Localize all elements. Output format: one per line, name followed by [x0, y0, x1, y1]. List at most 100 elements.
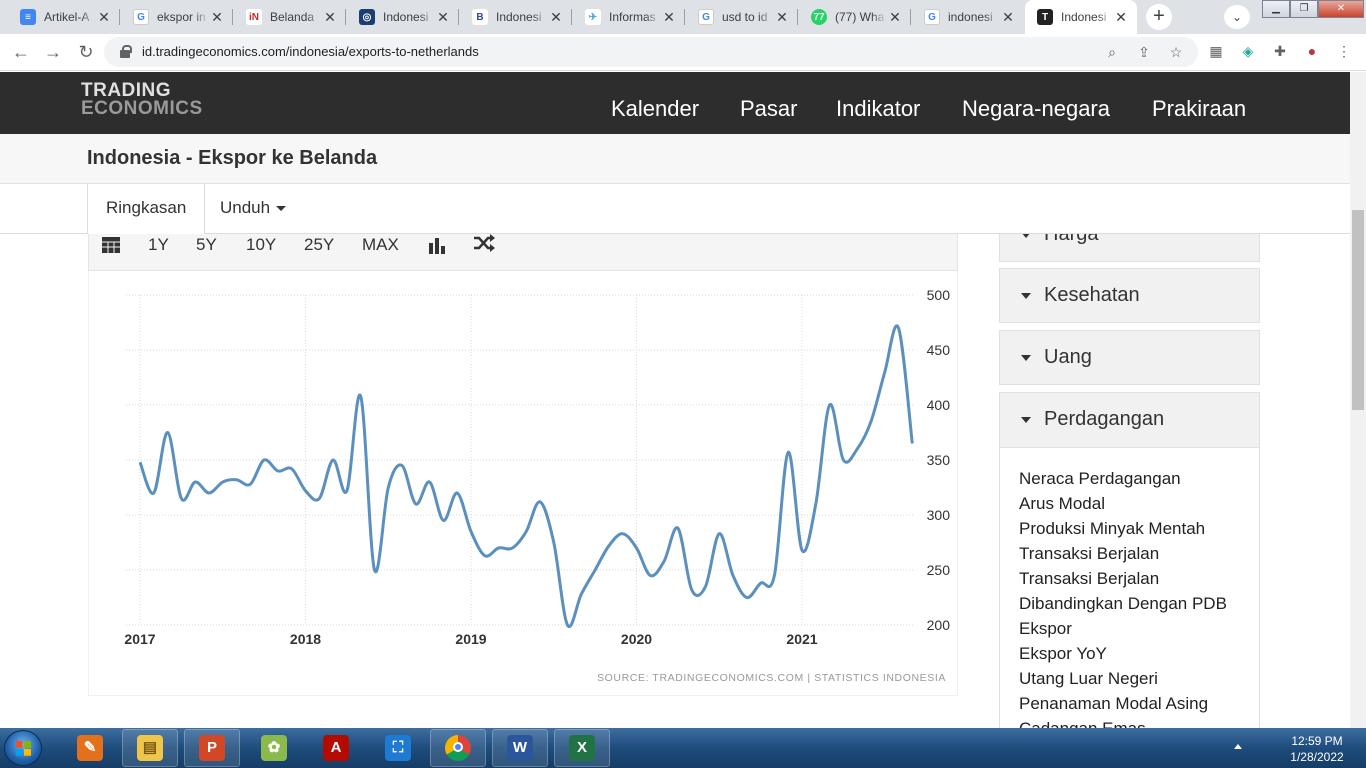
close-tab-icon[interactable]: ✕: [324, 8, 336, 25]
compare-shuffle-icon[interactable]: [473, 234, 495, 257]
section-label: Perdagangan: [1044, 408, 1165, 430]
close-tab-icon[interactable]: ✕: [1002, 8, 1014, 25]
taskbar-app[interactable]: ⛶: [370, 729, 426, 767]
taskbar-app[interactable]: A: [308, 729, 364, 767]
taskbar-app[interactable]: W: [492, 729, 548, 767]
taskbar-app[interactable]: ▤: [122, 729, 178, 767]
taskbar-app[interactable]: P: [184, 729, 240, 767]
range-max-button[interactable]: MAX: [362, 235, 399, 254]
range-1y-button[interactable]: 1Y: [148, 235, 169, 254]
back-icon[interactable]: ←: [12, 42, 30, 62]
start-button[interactable]: [4, 730, 42, 766]
sidebar-section-perdagangan[interactable]: Perdagangan: [999, 392, 1260, 448]
caret-down-icon: [276, 206, 287, 212]
forward-icon[interactable]: →: [44, 42, 62, 62]
tab-title: Belanda: [270, 10, 315, 24]
taskbar-app[interactable]: ✿: [246, 729, 302, 767]
sidebar-section-uang[interactable]: Uang: [999, 330, 1260, 385]
title-bar: [0, 134, 1350, 184]
perdagangan-links-panel: [999, 448, 1260, 738]
link-utang-luar-negeri[interactable]: Utang Luar Negeri: [1019, 669, 1158, 688]
bookmark-star-icon[interactable]: ☆: [1169, 44, 1183, 60]
bar-chart-icon[interactable]: [428, 236, 446, 259]
tradingeconomics-icon: T: [1037, 9, 1053, 25]
close-tab-icon[interactable]: ✕: [1115, 8, 1127, 25]
extensions-puzzle-icon[interactable]: ✚: [1274, 43, 1286, 59]
browser-menu-icon[interactable]: ⋮: [1337, 43, 1351, 59]
close-tab-icon[interactable]: ✕: [211, 8, 223, 25]
link-produksi-minyak-mentah[interactable]: Produksi Minyak Mentah: [1019, 519, 1206, 538]
address-bar[interactable]: id.tradingeconomics.com/indonesia/export…: [104, 37, 1198, 67]
range-10y-button[interactable]: 10Y: [246, 235, 277, 254]
google-icon: G: [924, 9, 940, 25]
nav-negara-negara[interactable]: Negara-negara: [962, 96, 1110, 121]
minimize-button[interactable]: ▁: [1262, 0, 1290, 18]
browser-tab[interactable]: ≡ Artikel-A ✕: [8, 0, 120, 34]
close-tab-icon[interactable]: ✕: [98, 8, 110, 25]
browser-tab[interactable]: ◎ Indonesi ✕: [347, 0, 459, 34]
link-transaksi-berjalan[interactable]: Transaksi Berjalan: [1019, 544, 1160, 563]
idn-icon: iN: [246, 9, 262, 25]
site-logo[interactable]: TRADING ECONOMICS: [81, 81, 203, 118]
page-scrollbar[interactable]: [1350, 72, 1366, 728]
link-arus-modal[interactable]: Arus Modal: [1019, 494, 1105, 513]
link-ekspor-yoy[interactable]: Ekspor YoY: [1019, 644, 1107, 663]
range-25y-button[interactable]: 25Y: [304, 235, 335, 254]
browser-tab[interactable]: ✈ Informas ✕: [573, 0, 685, 34]
maximize-button[interactable]: ❐: [1290, 0, 1318, 18]
nav-indikator[interactable]: Indikator: [836, 96, 921, 121]
sidebar-section-kesehatan[interactable]: Kesehatan: [999, 268, 1260, 323]
tab-title: Artikel-A: [44, 10, 90, 24]
tab-title: indonesi: [948, 10, 993, 24]
clock-time: 12:59 PM: [1291, 734, 1343, 748]
nav-prakiraan[interactable]: Prakiraan: [1152, 96, 1247, 121]
show-hidden-icons-icon[interactable]: [1234, 744, 1242, 749]
close-tab-icon[interactable]: ✕: [663, 8, 675, 25]
profile-icon[interactable]: ●: [1307, 43, 1317, 59]
browser-tab[interactable]: B Indonesi ✕: [460, 0, 572, 34]
browser-tab[interactable]: G indonesi ✕: [912, 0, 1024, 34]
link-ekspor[interactable]: Ekspor: [1019, 619, 1072, 638]
zoom-icon[interactable]: ⌕: [1108, 44, 1116, 60]
taskbar-app[interactable]: [430, 729, 486, 767]
range-5y-button[interactable]: 5Y: [196, 235, 217, 254]
link-neraca-perdagangan[interactable]: Neraca Perdagangan: [1019, 469, 1181, 488]
nav-pasar[interactable]: Pasar: [740, 96, 798, 121]
taskbar-clock[interactable]: 12:59 PM 1/28/2022: [1282, 733, 1352, 765]
y-axis: 500 450 400 350 300 250 200: [927, 287, 951, 633]
browser-tab-active[interactable]: T Indonesi ✕: [1025, 0, 1137, 34]
browser-tab[interactable]: G ekspor in ✕: [121, 0, 233, 34]
taskbar-app[interactable]: X: [554, 729, 610, 767]
link-dibandingkan-dengan-pdb[interactable]: Dibandingkan Dengan PDB: [1019, 594, 1227, 613]
link-transaksi-berjalan-2[interactable]: Transaksi Berjalan: [1019, 569, 1160, 588]
table-view-icon[interactable]: [102, 237, 120, 258]
close-window-button[interactable]: ✕: [1318, 0, 1364, 18]
x-tick-label: 2018: [290, 631, 321, 647]
taskbar-app[interactable]: ✎: [62, 729, 118, 767]
qr-code-icon[interactable]: ▦: [1209, 43, 1223, 59]
screenshot-tool-icon: ⛶: [385, 735, 411, 761]
close-tab-icon[interactable]: ✕: [550, 8, 562, 25]
reload-icon[interactable]: ↻: [78, 42, 94, 62]
scrollbar-thumb[interactable]: [1352, 210, 1364, 410]
close-tab-icon[interactable]: ✕: [437, 8, 449, 25]
browser-tab[interactable]: G usd to id ✕: [686, 0, 798, 34]
new-tab-button[interactable]: +: [1146, 4, 1172, 30]
share-icon[interactable]: ⇪: [1138, 44, 1150, 60]
link-penanaman-modal-asing[interactable]: Penanaman Modal Asing: [1019, 694, 1209, 713]
close-tab-icon[interactable]: ✕: [889, 8, 901, 25]
y-tick-label: 300: [927, 507, 951, 523]
google-icon: G: [133, 9, 149, 25]
browser-tab[interactable]: 77 (77) Wha ✕: [799, 0, 911, 34]
tab-unduh[interactable]: Unduh: [202, 184, 304, 234]
tab-search-icon[interactable]: ⌄: [1224, 5, 1250, 29]
tab-title: usd to id: [722, 10, 768, 24]
extension-clip-icon[interactable]: ◈: [1242, 43, 1254, 59]
browser-tab[interactable]: iN Belanda ✕: [234, 0, 346, 34]
nav-kalender[interactable]: Kalender: [611, 96, 700, 121]
close-tab-icon[interactable]: ✕: [776, 8, 788, 25]
exports-line-chart[interactable]: 2017 2018 2019 2020 2021 500 450 400 350 300 250 2…: [88, 271, 958, 696]
tab-ringkasan[interactable]: Ringkasan: [87, 184, 206, 234]
browser-toolbar: ← → ↻ id.tradingeconomics.com/indonesia/…: [0, 34, 1366, 71]
chrome-center-dot: [453, 742, 463, 752]
